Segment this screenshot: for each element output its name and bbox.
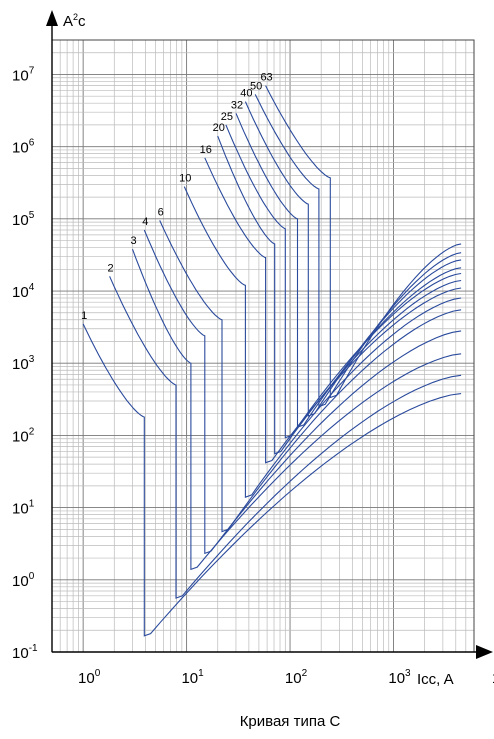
tick-exponent: 2 (302, 668, 308, 679)
curve-label-16: 16 (200, 144, 212, 156)
y-axis-title: A2c (63, 12, 86, 30)
curve-label-20: 20 (213, 122, 225, 134)
curve-20 (217, 135, 462, 455)
tick-base: 10 (12, 140, 29, 157)
tick-exponent: 1 (29, 499, 35, 510)
curve-16 (204, 157, 462, 464)
x-tick-label: 100 (78, 668, 101, 687)
chart-caption: Кривая типа С (240, 713, 341, 730)
tick-base: 10 (388, 670, 405, 687)
x-tick-label: 102 (285, 668, 308, 687)
tick-exponent: -1 (29, 643, 38, 654)
y-tick-label: 10-1 (12, 643, 38, 662)
tick-exponent: 0 (29, 571, 35, 582)
curve-6 (159, 220, 462, 533)
curve-label-63: 63 (260, 72, 272, 84)
y-axis-title-tail: c (78, 13, 86, 30)
tick-base: 10 (12, 67, 29, 84)
plot-frame (51, 39, 475, 653)
curves (82, 85, 462, 637)
curve-label-32: 32 (231, 99, 243, 111)
tick-base: 10 (285, 670, 302, 687)
tick-exponent: 3 (29, 354, 35, 365)
tick-base: 10 (492, 670, 494, 687)
curve-10 (183, 186, 462, 498)
tick-exponent: 5 (29, 210, 35, 221)
tick-exponent: 4 (29, 282, 35, 293)
curve-label-2: 2 (107, 262, 113, 274)
curve-2 (109, 276, 462, 599)
curve-32 (235, 113, 462, 428)
curve-label-4: 4 (142, 216, 148, 228)
curve-25 (225, 124, 462, 439)
x-tick-label: 103 (388, 668, 411, 687)
tick-exponent: 3 (405, 668, 411, 679)
tick-exponent: 1 (198, 668, 204, 679)
grid (51, 39, 475, 653)
x-axis-title: Icc, A (417, 671, 454, 688)
tick-exponent: 6 (29, 138, 35, 149)
y-tick-label: 101 (12, 499, 35, 518)
tick-base: 10 (12, 212, 29, 229)
tick-exponent: 7 (29, 65, 35, 76)
y-tick-label: 104 (12, 282, 35, 301)
y-axis-arrow-icon (46, 10, 58, 26)
curve-63 (265, 85, 462, 399)
tick-base: 10 (181, 670, 198, 687)
y-tick-label: 106 (12, 138, 35, 157)
x-axis-arrow-icon (476, 645, 493, 659)
tick-base: 10 (12, 645, 29, 662)
curve-label-40: 40 (240, 88, 252, 100)
curve-label-6: 6 (158, 206, 164, 218)
y-tick-label: 100 (12, 571, 35, 590)
curve-label-50: 50 (250, 80, 262, 92)
curve-label-25: 25 (221, 111, 233, 123)
tick-exponent: 0 (95, 668, 101, 679)
curve-label-3: 3 (130, 235, 136, 247)
x-tick-label: 104 (492, 668, 494, 687)
y-tick-label: 105 (12, 210, 35, 229)
tick-base: 10 (78, 670, 95, 687)
y-tick-label: 102 (12, 426, 35, 445)
x-tick-label: 101 (181, 668, 204, 687)
y-tick-label: 103 (12, 354, 35, 373)
y-tick-label: 107 (12, 65, 35, 84)
curve-label-1: 1 (81, 310, 87, 322)
curve-40 (244, 101, 462, 417)
curve-50 (254, 94, 462, 408)
tick-base: 10 (12, 501, 29, 518)
tick-base: 10 (12, 573, 29, 590)
curve-1 (82, 323, 462, 637)
y-axis-title-base: A (63, 13, 73, 30)
tick-base: 10 (12, 356, 29, 373)
tick-exponent: 2 (29, 426, 35, 437)
tick-base: 10 (12, 428, 29, 445)
curve-label-10: 10 (179, 173, 191, 185)
y-axis-title-sup: 2 (73, 12, 78, 22)
tick-base: 10 (12, 284, 29, 301)
